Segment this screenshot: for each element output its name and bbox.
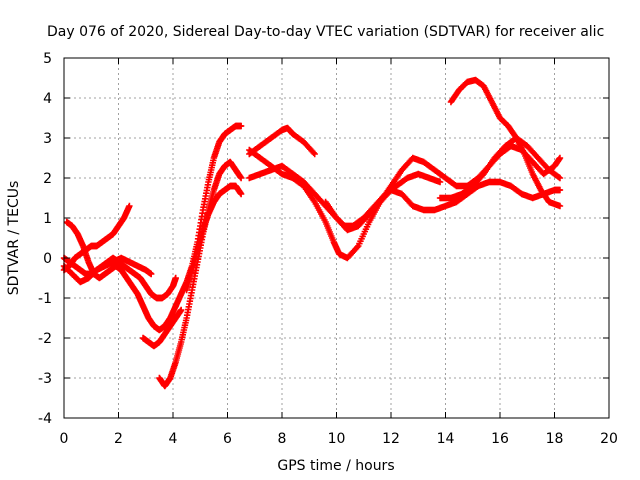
data-point — [556, 174, 564, 182]
y-tick-label: 0 — [43, 251, 52, 267]
series-track-i — [246, 124, 318, 158]
y-tick-label: 2 — [43, 171, 52, 187]
series-track-k — [246, 146, 564, 262]
x-tick-label: 10 — [328, 431, 346, 447]
y-tick-label: -2 — [38, 331, 52, 347]
series-track-f — [156, 158, 245, 390]
x-tick-label: 18 — [546, 431, 564, 447]
y-tick-labels: -4 -3 -2 -1 0 1 2 3 4 5 — [38, 51, 52, 427]
x-tick-label: 14 — [437, 431, 455, 447]
y-tick-label: -3 — [38, 371, 52, 387]
data-point — [556, 186, 564, 194]
x-tick-label: 6 — [223, 431, 232, 447]
data-point — [237, 190, 245, 198]
x-axis-label: GPS time / hours — [277, 458, 394, 474]
x-tick-label: 8 — [278, 431, 287, 447]
x-tick-label: 12 — [382, 431, 400, 447]
y-tick-label: 3 — [43, 131, 52, 147]
x-tick-label: 4 — [169, 431, 178, 447]
series-track-b — [63, 218, 179, 334]
x-tick-label: 16 — [491, 431, 509, 447]
y-tick-label: -1 — [38, 291, 52, 307]
data-point — [237, 122, 245, 130]
x-tick-label: 2 — [114, 431, 123, 447]
data-points — [60, 76, 564, 390]
series-track-j — [246, 162, 444, 230]
y-tick-label: -4 — [38, 411, 52, 427]
y-tick-label: 5 — [43, 51, 52, 67]
series-track-n — [436, 134, 564, 202]
series-track-e — [139, 306, 185, 350]
y-tick-label: 1 — [43, 211, 52, 227]
series-track-c — [60, 254, 179, 302]
grid — [64, 58, 609, 418]
data-point — [148, 270, 155, 278]
data-point — [436, 178, 444, 186]
chart-title: Day 076 of 2020, Sidereal Day-to-day VTE… — [47, 24, 604, 40]
data-point — [310, 149, 317, 156]
data-point — [556, 202, 564, 210]
data-point — [126, 202, 133, 210]
y-tick-label: 4 — [43, 91, 52, 107]
data-point — [237, 174, 245, 182]
data-point — [311, 150, 318, 158]
data-point — [177, 306, 185, 314]
axis-ticks — [63, 57, 610, 419]
y-axis-label: SDTVAR / TECUs — [6, 181, 22, 296]
x-tick-label: 20 — [600, 431, 618, 447]
series-track-h — [183, 182, 245, 294]
data-point — [172, 274, 179, 282]
x-tick-label: 0 — [60, 431, 69, 447]
data-point — [556, 154, 564, 162]
data-point — [354, 244, 361, 251]
x-tick-labels: 0 2 4 6 8 10 12 14 16 18 20 — [60, 431, 618, 447]
series-track-d — [60, 254, 155, 286]
